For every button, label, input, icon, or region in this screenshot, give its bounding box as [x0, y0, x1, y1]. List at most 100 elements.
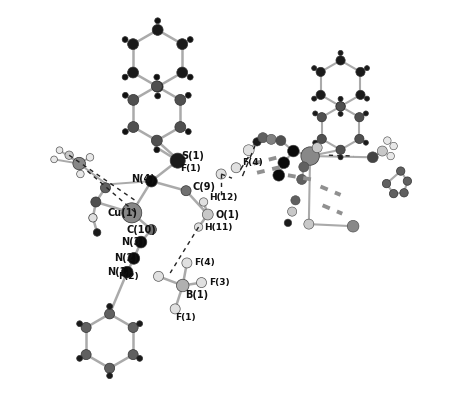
- Circle shape: [297, 174, 307, 184]
- Circle shape: [122, 74, 128, 80]
- Circle shape: [336, 145, 345, 154]
- Circle shape: [128, 349, 138, 360]
- Circle shape: [400, 189, 408, 197]
- Text: N(4): N(4): [131, 174, 155, 184]
- Circle shape: [317, 134, 327, 144]
- Circle shape: [185, 92, 191, 98]
- Circle shape: [243, 145, 254, 155]
- Circle shape: [338, 111, 343, 116]
- Circle shape: [81, 323, 91, 333]
- Circle shape: [317, 113, 327, 122]
- Circle shape: [128, 94, 139, 105]
- Text: F(1): F(1): [175, 313, 196, 322]
- Circle shape: [313, 111, 318, 116]
- Circle shape: [355, 134, 364, 144]
- Text: B(1): B(1): [185, 290, 208, 300]
- Circle shape: [56, 147, 63, 153]
- Text: S(1): S(1): [181, 150, 204, 160]
- Text: O(1): O(1): [215, 210, 239, 220]
- Circle shape: [77, 355, 82, 361]
- Circle shape: [194, 223, 203, 231]
- Circle shape: [137, 321, 143, 327]
- Circle shape: [276, 136, 286, 146]
- Circle shape: [312, 66, 317, 71]
- Circle shape: [364, 140, 368, 145]
- Circle shape: [154, 272, 164, 281]
- Circle shape: [122, 92, 128, 98]
- Circle shape: [187, 36, 193, 42]
- Circle shape: [175, 122, 186, 132]
- Circle shape: [73, 157, 85, 170]
- Text: H(11): H(11): [204, 222, 232, 232]
- Circle shape: [177, 39, 188, 49]
- Circle shape: [176, 279, 189, 292]
- Text: N(2): N(2): [114, 253, 137, 264]
- Text: F(2): F(2): [118, 272, 138, 281]
- Circle shape: [146, 175, 157, 187]
- Circle shape: [105, 363, 115, 373]
- Circle shape: [312, 96, 317, 101]
- Circle shape: [336, 102, 345, 111]
- Circle shape: [403, 177, 411, 185]
- Circle shape: [122, 203, 142, 223]
- Circle shape: [135, 236, 147, 248]
- Circle shape: [202, 209, 213, 220]
- Circle shape: [304, 219, 314, 229]
- Circle shape: [146, 225, 156, 235]
- Circle shape: [383, 179, 391, 188]
- Circle shape: [177, 67, 188, 78]
- Circle shape: [258, 133, 268, 143]
- Circle shape: [128, 67, 138, 78]
- Circle shape: [151, 135, 162, 146]
- Circle shape: [152, 81, 163, 92]
- Circle shape: [291, 196, 300, 205]
- Circle shape: [288, 145, 299, 157]
- Circle shape: [182, 258, 192, 268]
- Circle shape: [86, 153, 94, 161]
- Circle shape: [155, 93, 161, 99]
- Circle shape: [151, 81, 162, 92]
- Circle shape: [364, 111, 368, 116]
- Circle shape: [338, 50, 343, 55]
- Circle shape: [128, 323, 138, 333]
- Circle shape: [387, 152, 394, 160]
- Circle shape: [284, 219, 292, 227]
- Circle shape: [197, 277, 207, 287]
- Circle shape: [170, 153, 185, 168]
- Circle shape: [154, 147, 160, 153]
- Text: F(4): F(4): [242, 158, 263, 167]
- Circle shape: [347, 220, 359, 232]
- Text: Cu(1): Cu(1): [108, 208, 137, 218]
- Circle shape: [313, 140, 318, 145]
- Text: N(1): N(1): [107, 267, 131, 277]
- Circle shape: [128, 39, 138, 49]
- Circle shape: [170, 304, 180, 314]
- Circle shape: [77, 170, 84, 178]
- Circle shape: [316, 67, 325, 77]
- Circle shape: [91, 197, 101, 207]
- Circle shape: [181, 186, 191, 196]
- Circle shape: [100, 183, 110, 193]
- Circle shape: [216, 169, 226, 179]
- Circle shape: [299, 162, 309, 172]
- Circle shape: [312, 143, 322, 153]
- Circle shape: [155, 18, 161, 23]
- Circle shape: [367, 152, 378, 163]
- Circle shape: [175, 94, 186, 105]
- Circle shape: [397, 167, 405, 175]
- Circle shape: [122, 129, 128, 134]
- Circle shape: [154, 74, 160, 80]
- Circle shape: [316, 90, 325, 99]
- Circle shape: [365, 96, 369, 101]
- Circle shape: [128, 122, 139, 132]
- Circle shape: [266, 134, 276, 145]
- Circle shape: [278, 157, 290, 168]
- Circle shape: [288, 207, 297, 216]
- Circle shape: [152, 24, 163, 35]
- Circle shape: [122, 36, 128, 42]
- Circle shape: [356, 67, 365, 77]
- Circle shape: [336, 56, 345, 65]
- Circle shape: [377, 146, 387, 156]
- Circle shape: [390, 189, 398, 198]
- Text: F(4): F(4): [194, 259, 215, 267]
